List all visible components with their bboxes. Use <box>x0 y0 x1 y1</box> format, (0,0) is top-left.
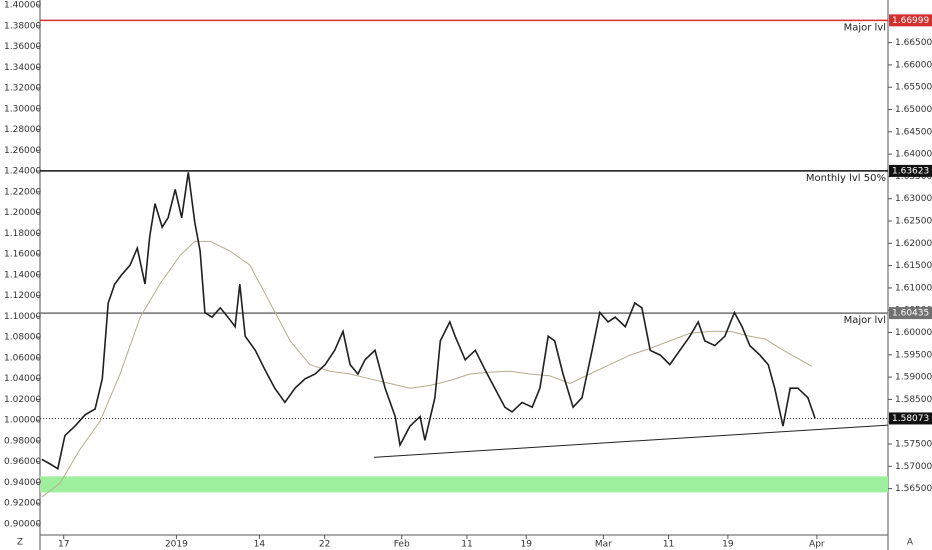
y2-tick-label: 1.34000 <box>4 63 41 73</box>
y2-tick-label: 0.94000 <box>4 478 41 488</box>
y2-tick-label: 1.18000 <box>4 229 41 239</box>
moving-average <box>41 240 813 498</box>
x-tick-label: Feb <box>394 540 410 550</box>
y2-tick-label: 0.92000 <box>4 499 41 509</box>
x-tick-label: 17 <box>58 540 69 550</box>
y2-tick-label: 1.24000 <box>4 167 41 177</box>
trendline <box>373 424 889 458</box>
y2-tick-label: 1.08000 <box>4 333 41 343</box>
y2-tick-label: 1.02000 <box>4 395 41 405</box>
y2-tick-label: 1.12000 <box>4 291 41 301</box>
zone <box>40 476 888 493</box>
price-tag <box>889 412 932 425</box>
x-tick-label: 2019 <box>165 540 188 550</box>
x-tick-label: 19 <box>521 540 533 550</box>
y2-tick-label: 0.90000 <box>4 519 41 529</box>
y2-tick-label: 1.20000 <box>4 208 41 218</box>
price-tag <box>889 14 932 27</box>
level-label: Monthly lvl 50% <box>806 173 886 184</box>
y-tick-label: 1.58500 <box>895 395 932 405</box>
y2-tick-label: 1.40000 <box>4 1 41 11</box>
y2-tick-label: 1.32000 <box>4 84 41 94</box>
y2-tick-label: 0.98000 <box>4 436 41 446</box>
y-tick-label: 1.60000 <box>895 328 932 338</box>
price-tag-label: 1.66999 <box>892 16 929 26</box>
y-tick-label: 1.59000 <box>895 373 932 383</box>
y-tick-label: 1.66500 <box>895 38 932 48</box>
y2-tick-label: 1.06000 <box>4 353 41 363</box>
y-tick-label: 1.64000 <box>895 150 932 160</box>
price-tag <box>889 307 932 320</box>
y2-tick-label: 1.36000 <box>4 42 41 52</box>
y2-tick-label: 1.10000 <box>4 312 41 322</box>
x-tick-label: 11 <box>461 540 472 550</box>
x-tick-label: Mar <box>595 540 612 550</box>
y2-tick-label: 0.96000 <box>4 457 41 467</box>
price-line <box>41 172 816 470</box>
y-tick-label: 1.56500 <box>895 484 932 494</box>
y2-tick-label: 1.26000 <box>4 146 41 156</box>
level-label: Major lvl <box>844 315 886 326</box>
x-tick-label: Apr <box>809 540 825 550</box>
corner-label[interactable]: A <box>907 538 914 548</box>
x-tick-label: 22 <box>319 540 330 550</box>
y2-tick-label: 1.30000 <box>4 104 41 114</box>
y-tick-label: 1.62000 <box>895 239 932 249</box>
y2-tick-label: 1.16000 <box>4 250 41 260</box>
price-tag <box>889 164 932 177</box>
y-tick-label: 1.62500 <box>895 217 932 227</box>
y-tick-label: 1.59500 <box>895 350 932 360</box>
y-tick-label: 1.57500 <box>895 440 932 450</box>
price-tag-label: 1.60435 <box>892 309 929 319</box>
y-tick-label: 1.61000 <box>895 283 932 293</box>
y-tick-label: 1.65500 <box>895 83 932 93</box>
y-tick-label: 1.65000 <box>895 105 932 115</box>
y2-tick-label: 1.38000 <box>4 21 41 31</box>
y2-tick-label: 1.14000 <box>4 270 41 280</box>
y2-tick-label: 1.22000 <box>4 187 41 197</box>
price-tag-label: 1.58073 <box>892 414 929 424</box>
y2-tick-label: 1.04000 <box>4 374 41 384</box>
level-label: Major lvl <box>844 22 886 33</box>
corner-label[interactable]: Z <box>17 538 23 548</box>
y-tick-label: 1.64500 <box>895 127 932 137</box>
y-tick-label: 1.63000 <box>895 194 932 204</box>
y-tick-label: 1.66000 <box>895 60 932 70</box>
x-tick-label: 19 <box>722 540 734 550</box>
y2-tick-label: 1.28000 <box>4 125 41 135</box>
y2-tick-label: 1.00000 <box>4 416 41 426</box>
y-tick-label: 1.57000 <box>895 462 932 472</box>
x-tick-label: 11 <box>663 540 674 550</box>
y-tick-label: 1.61500 <box>895 261 932 271</box>
x-tick-label: 14 <box>254 540 266 550</box>
price-tag-label: 1.63623 <box>892 166 929 176</box>
